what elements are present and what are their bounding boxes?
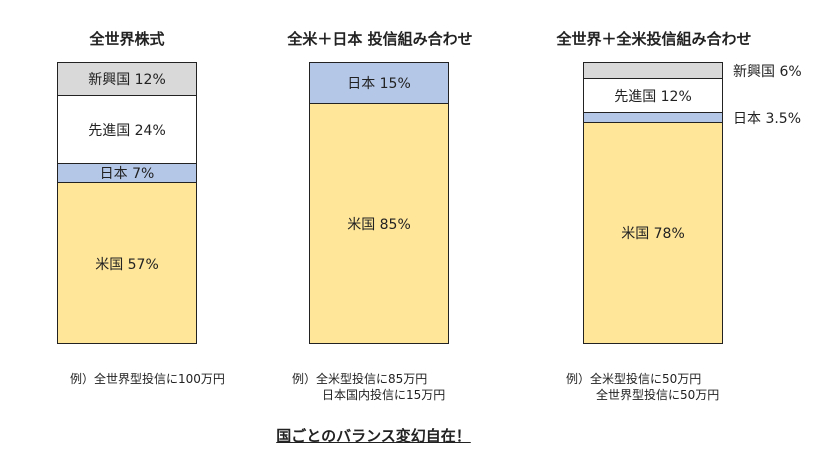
example-line: 全世界型投信に50万円: [596, 388, 720, 402]
bar-segment: [584, 121, 722, 343]
segment-label: 米国 57%: [95, 256, 159, 273]
stacked-bar: [309, 62, 449, 344]
bar-segment: [584, 78, 722, 113]
example-line: 例）全米型投信に50万円: [566, 372, 702, 386]
bar-segment: [310, 103, 448, 343]
example-note: 例）全世界型投信に100万円: [70, 371, 225, 387]
segment-label: 先進国 24%: [88, 122, 166, 139]
segment-label: 先進国 12%: [614, 89, 692, 105]
stacked-bar: [57, 62, 197, 344]
example-line: 例）全世界型投信に100万円: [70, 372, 225, 386]
bar-segment: [584, 112, 722, 122]
example-line: 例）全米型投信に85万円: [292, 372, 428, 386]
chart-title: 全世界＋全米投信組み合わせ: [556, 30, 752, 48]
chart-title: 全米＋日本 投信組み合わせ: [287, 30, 473, 48]
bar-segment: [58, 162, 196, 183]
example-note: 例）全米型投信に85万円日本国内投信に15万円: [292, 371, 445, 403]
bar-segment: [58, 182, 196, 343]
bar-segment: [310, 63, 448, 104]
segment-label: 日本 15%: [347, 76, 411, 93]
segment-label: 新興国 12%: [88, 71, 166, 88]
bar-segment: [58, 94, 196, 163]
segment-label: 米国 85%: [347, 217, 411, 234]
footer-caption: 国ごとのバランス変幻自在！: [276, 427, 471, 445]
segment-label: 日本 3.5%: [733, 110, 802, 127]
stacked-bar: [583, 62, 723, 344]
chart-title: 全世界株式: [89, 30, 165, 48]
example-note: 例）全米型投信に50万円全世界型投信に50万円: [566, 371, 719, 403]
segment-label: 日本 7%: [99, 166, 155, 183]
bar-segment: [584, 63, 722, 79]
segment-label: 米国 78%: [621, 226, 685, 243]
segment-label: 新興国 6%: [733, 63, 802, 80]
bar-segment: [58, 63, 196, 95]
example-line: 日本国内投信に15万円: [322, 388, 446, 402]
